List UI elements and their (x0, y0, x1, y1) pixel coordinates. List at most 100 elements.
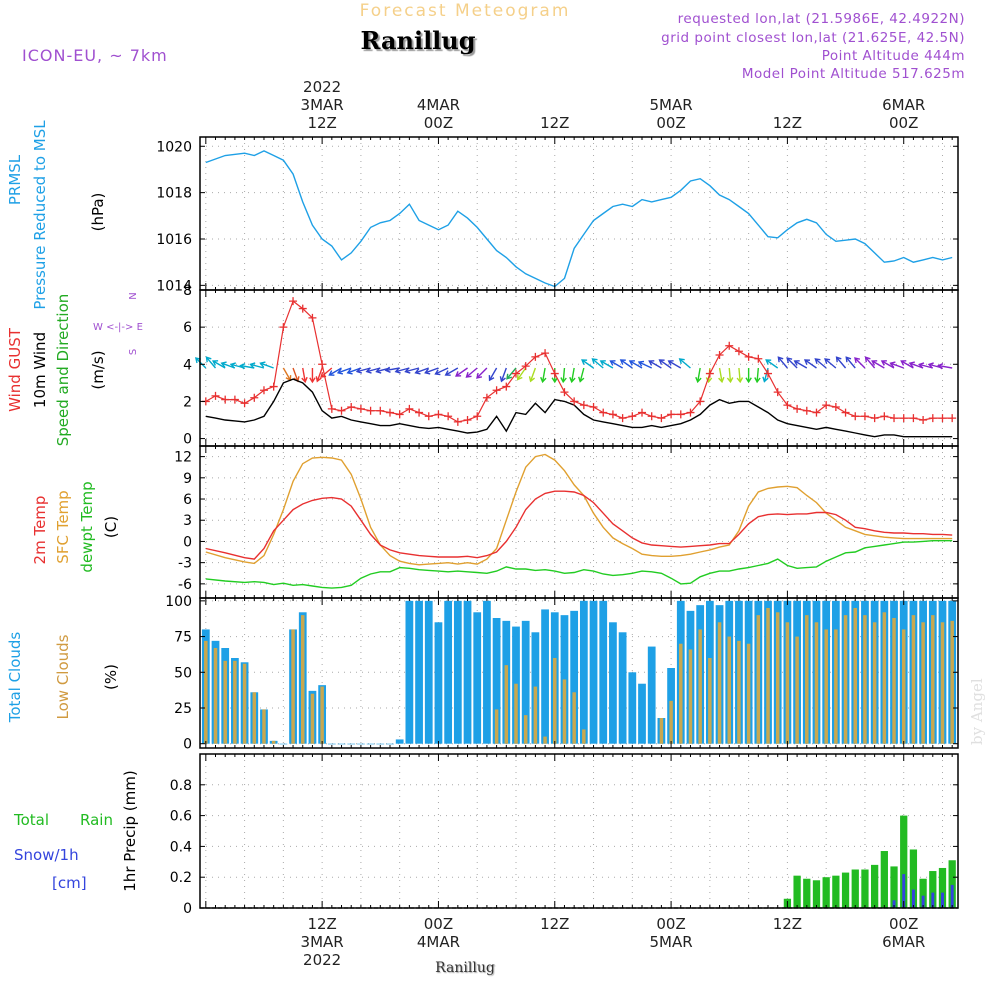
wind-direction-arrow (610, 360, 623, 369)
low-clouds-label: Low Clouds (54, 634, 72, 719)
gust-marker (366, 406, 375, 415)
wind-direction-arrow (205, 356, 217, 369)
wind-direction-arrow (395, 367, 410, 373)
low-cloud-bar (708, 658, 712, 744)
time-label-bottom: 2022 (303, 951, 341, 969)
rain-bar (822, 877, 830, 908)
gust-marker (289, 297, 298, 306)
wind-direction-arrow (337, 367, 352, 374)
total-cloud-bar (444, 600, 453, 744)
low-cloud-bar (669, 700, 673, 744)
low-cloud-bar (553, 658, 557, 744)
gust-marker (531, 352, 540, 361)
gust-marker (327, 404, 336, 413)
low-cloud-bar (572, 692, 576, 744)
gust-marker (395, 410, 404, 419)
low-cloud-bar (805, 615, 809, 744)
total-rain-label-b: Rain (80, 811, 113, 829)
low-cloud-bar (533, 686, 538, 744)
rain-bar (861, 869, 869, 908)
total-cloud-bar (357, 743, 365, 745)
total-cloud-bar (327, 743, 336, 745)
time-label-top: 12Z (307, 114, 336, 132)
wind-gust-label: Wind GUST (6, 327, 24, 412)
gust-marker (259, 386, 268, 395)
wind-arrow-head (726, 377, 734, 384)
total-cloud-bar (638, 683, 646, 744)
point-altitude: Point Altitude 444m (822, 48, 965, 64)
time-label-top: 2022 (303, 78, 341, 96)
wind-arrow-head (249, 362, 256, 369)
gust-marker (705, 369, 714, 378)
rain-bar (948, 860, 956, 908)
wind-direction-arrow (668, 360, 682, 369)
total-rain-label-a: Total (13, 811, 49, 829)
low-cloud-bar (746, 643, 751, 744)
gust-marker (550, 369, 559, 378)
y-tick-label: 0 (183, 432, 192, 448)
low-cloud-bar (824, 629, 828, 744)
gust-marker (347, 403, 356, 411)
wind-arrow-head (637, 360, 645, 367)
total-cloud-bar (589, 600, 598, 744)
time-label-top: 6MAR (882, 96, 925, 114)
wind-direction-arrow (909, 362, 924, 369)
rain-bar (812, 880, 821, 908)
gust-marker (269, 382, 278, 391)
gust-marker (463, 416, 472, 424)
gust-marker (938, 414, 947, 423)
low-cloud-bar (795, 636, 799, 744)
time-label-bottom: 4MAR (417, 933, 460, 951)
rain-bar (841, 872, 850, 908)
snow-bar (941, 892, 944, 908)
low-cloud-bar (863, 615, 867, 744)
rain-bar (919, 878, 927, 908)
wind-speed-line (205, 378, 953, 438)
gust-marker (589, 403, 598, 411)
wind-direction-arrow (405, 367, 420, 373)
wind-direction-arrow (718, 367, 723, 382)
low-cloud-bar (911, 615, 916, 744)
wind-direction-arrow (728, 367, 732, 383)
wind-arrow-head (315, 376, 322, 383)
gust-marker (511, 369, 520, 378)
y-tick-label: 1014 (156, 278, 192, 294)
sfc-temp-line (205, 453, 953, 566)
wind-arrow-head (516, 374, 523, 381)
wind-direction-arrow (648, 360, 662, 369)
low-cloud-bar (204, 640, 208, 744)
low-cloud-bar (921, 622, 925, 744)
low-cloud-bar (698, 629, 702, 744)
rain-bar (890, 866, 898, 908)
low-cloud-bar (717, 622, 722, 744)
total-cloud-bar (570, 610, 579, 744)
wind-arrow-head (375, 367, 382, 374)
wind-direction-arrow (195, 357, 207, 369)
low-cloud-bar (582, 729, 586, 744)
total-cloud-bar (599, 600, 608, 744)
panel-frame (199, 445, 959, 599)
wind-arrow-head (628, 360, 635, 366)
wind-direction-arrow (592, 358, 604, 369)
wind-direction-arrow (638, 361, 652, 369)
gust-marker (802, 406, 811, 415)
gust-marker (860, 412, 869, 421)
total-cloud-bar (579, 600, 588, 744)
time-label-top: 00Z (889, 114, 918, 132)
wind-direction-arrow (900, 360, 914, 369)
gust-marker (482, 393, 491, 402)
low-cloud-bar (271, 740, 276, 744)
low-cloud-bar (291, 629, 295, 744)
total-cloud-bar (424, 600, 433, 744)
gust-marker (773, 388, 782, 397)
total-cloud-bar (473, 612, 482, 744)
temp-2m-line (205, 490, 953, 560)
gust-marker (444, 412, 453, 421)
rain-bar (803, 878, 811, 908)
low-cloud-bar (659, 718, 664, 744)
y-tick-label: 1016 (156, 232, 192, 248)
wind-arrow-head (211, 360, 219, 366)
snow-bar (921, 895, 925, 908)
wind-arrow-head (648, 360, 655, 366)
